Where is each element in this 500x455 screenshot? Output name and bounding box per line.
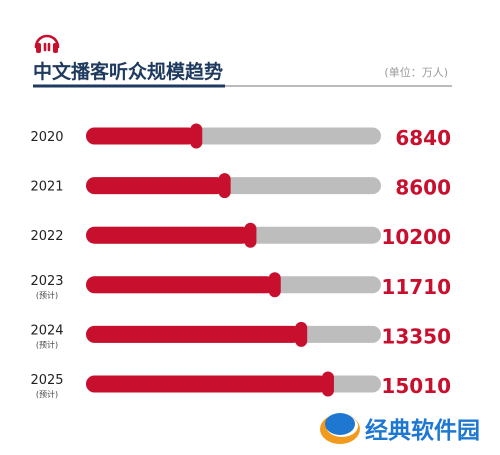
watermark-text: 经典软件园: [365, 417, 480, 444]
value-label: 10200: [381, 225, 451, 249]
bar-knob: [295, 321, 308, 347]
bar-fill: [86, 127, 197, 145]
year-label: 2022: [30, 229, 63, 244]
year-label: 2021: [30, 180, 63, 195]
value-label: 15010: [381, 374, 451, 398]
chart-title: 中文播客听众规模趋势: [33, 60, 223, 83]
value-label: 13350: [381, 324, 451, 348]
bar-fill: [86, 177, 225, 195]
headphones-icon: [34, 34, 60, 53]
value-label: 6840: [395, 126, 451, 150]
forecast-note: (预计): [36, 290, 58, 300]
year-label: 2020: [30, 130, 63, 145]
bar-knob: [218, 173, 231, 199]
forecast-note: (预计): [36, 339, 58, 349]
year-label: 2023: [30, 274, 63, 289]
value-label: 8600: [395, 176, 451, 200]
value-label: 11710: [381, 275, 451, 299]
year-label: 2025: [30, 373, 63, 388]
forecast-note: (预计): [36, 389, 58, 399]
bar-fill: [86, 226, 251, 244]
bar-fill: [86, 325, 302, 343]
bar-fill: [86, 375, 328, 393]
bar-fill: [86, 276, 275, 294]
unit-label: (单位：万人): [384, 65, 448, 79]
bar-knob: [268, 272, 281, 298]
bar-knob: [190, 123, 203, 149]
year-label: 2024: [30, 323, 63, 338]
bar-knob: [321, 371, 334, 397]
bar-knob: [244, 222, 257, 248]
site-logo-icon: [320, 413, 360, 444]
